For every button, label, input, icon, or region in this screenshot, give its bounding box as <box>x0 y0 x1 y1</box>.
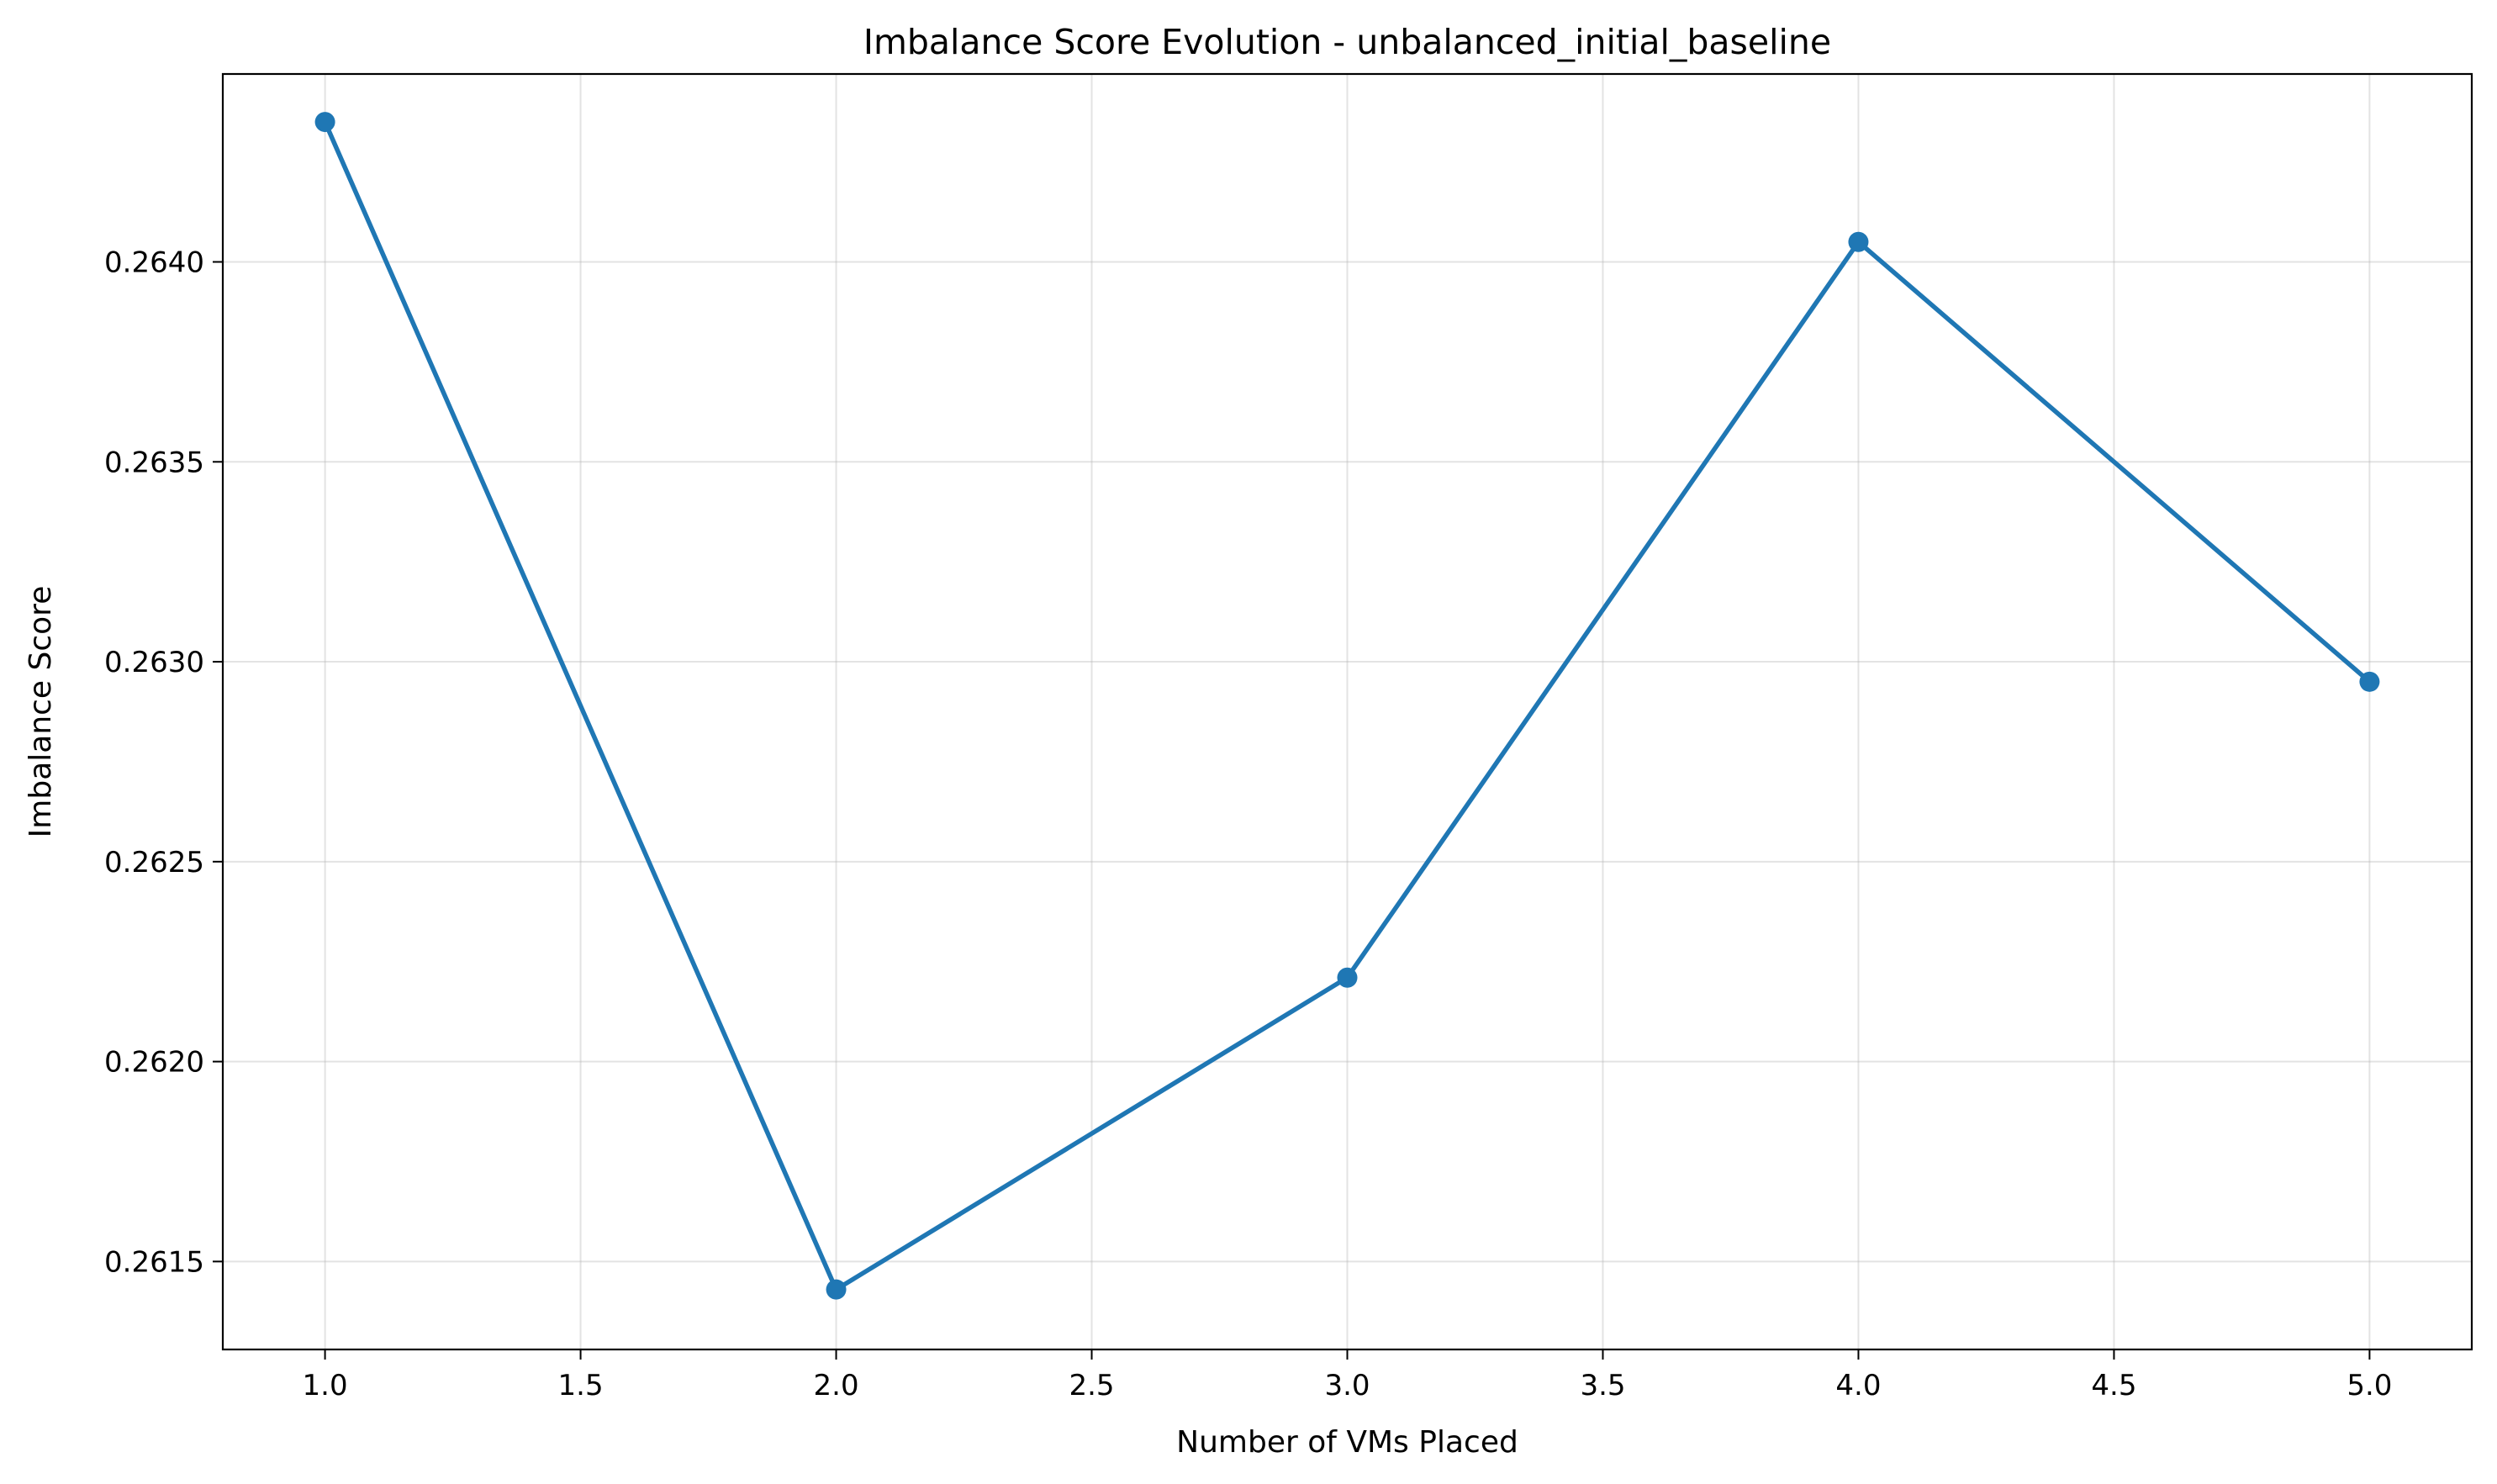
x-axis-label: Number of VMs Placed <box>1176 1425 1518 1460</box>
data-point <box>2359 671 2380 692</box>
data-point <box>826 1279 847 1300</box>
y-tick-label: 0.2615 <box>104 1245 204 1279</box>
x-tick-label: 3.0 <box>1324 1369 1370 1402</box>
x-tick-label: 5.0 <box>2347 1369 2392 1402</box>
y-tick-label: 0.2625 <box>104 846 204 879</box>
data-point <box>1848 231 1869 252</box>
y-axis: 0.2615 0.2620 0.2625 0.2630 0.2635 0.2640 <box>104 246 223 1279</box>
x-tick-label: 4.0 <box>1835 1369 1881 1402</box>
chart-title: Imbalance Score Evolution - unbalanced_i… <box>863 22 1831 62</box>
y-axis-label: Imbalance Score <box>24 586 58 838</box>
x-tick-label: 2.0 <box>814 1369 859 1402</box>
y-tick-label: 0.2630 <box>104 646 204 679</box>
x-tick-label: 2.5 <box>1069 1369 1114 1402</box>
x-tick-label: 1.5 <box>558 1369 604 1402</box>
grid <box>223 74 2472 1349</box>
x-axis: 1.0 1.5 2.0 2.5 3.0 3.5 4.0 4.5 5.0 <box>303 1349 2392 1402</box>
data-point <box>314 112 335 133</box>
x-tick-label: 4.5 <box>2091 1369 2136 1402</box>
y-tick-label: 0.2640 <box>104 246 204 280</box>
x-tick-label: 3.5 <box>1580 1369 1625 1402</box>
data-point <box>1337 967 1358 988</box>
x-tick-label: 1.0 <box>303 1369 348 1402</box>
y-tick-label: 0.2635 <box>104 446 204 479</box>
y-tick-label: 0.2620 <box>104 1046 204 1080</box>
series-layer <box>314 112 2380 1300</box>
